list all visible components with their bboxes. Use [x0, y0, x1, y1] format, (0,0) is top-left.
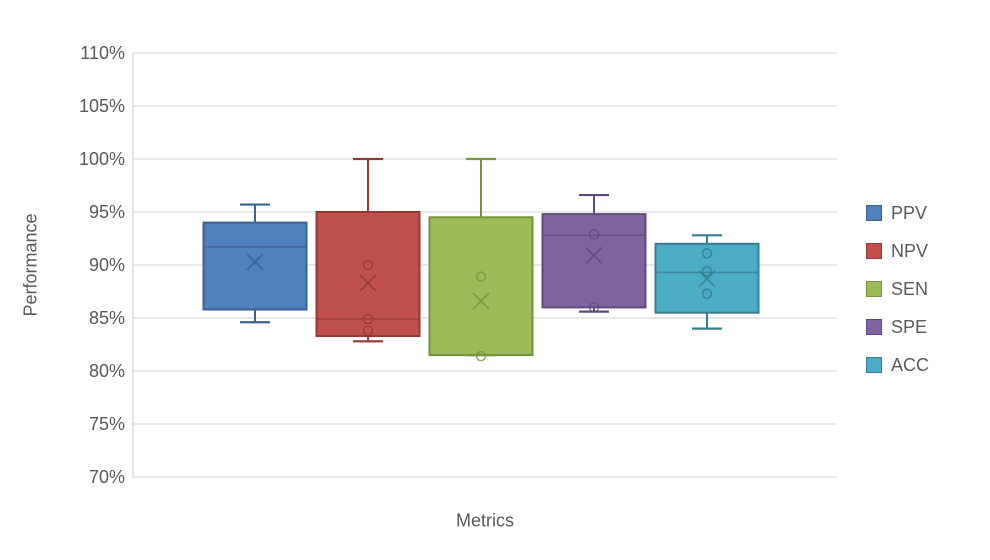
legend-label-ppv: PPV	[891, 203, 928, 223]
y-tick-label: 100%	[79, 149, 125, 169]
box-ppv	[202, 221, 308, 311]
data-point-sen	[475, 271, 487, 282]
data-point-acc	[701, 288, 713, 299]
legend-label-sen: SEN	[891, 279, 929, 299]
mean-marker-acc	[698, 270, 716, 288]
data-point-acc	[701, 266, 713, 277]
data-point-spe	[588, 302, 600, 313]
legend-swatch-spe	[866, 319, 882, 335]
legend-swatch-ppv	[866, 205, 882, 221]
legend-item-sen: SEN	[866, 270, 929, 308]
data-point-spe	[588, 229, 600, 240]
y-tick-label: 85%	[89, 308, 125, 328]
legend-swatch-acc	[866, 357, 882, 373]
legend-item-acc: ACC	[866, 346, 929, 384]
box-spe	[541, 213, 647, 309]
data-point-npv	[362, 313, 374, 325]
mean-marker-ppv	[246, 253, 264, 271]
legend-label-acc: ACC	[891, 355, 930, 375]
data-point-npv	[362, 259, 374, 271]
mean-marker-spe	[585, 246, 603, 265]
legend-item-ppv: PPV	[866, 194, 929, 232]
y-tick-label: 70%	[89, 467, 125, 487]
y-tick-label: 95%	[89, 202, 125, 222]
y-tick-label: 80%	[89, 361, 125, 381]
legend-label-spe: SPE	[891, 317, 928, 337]
legend-item-spe: SPE	[866, 308, 929, 346]
legend-swatch-npv	[866, 243, 882, 259]
legend: PPV NPV SEN SPE ACC	[866, 194, 929, 384]
data-point-acc	[701, 248, 713, 259]
box-sen	[428, 216, 534, 357]
y-tick-label: 110%	[80, 43, 125, 63]
legend-item-npv: NPV	[866, 232, 929, 270]
mean-marker-npv	[359, 274, 377, 292]
data-point-npv	[362, 325, 374, 336]
y-tick-label: 90%	[89, 255, 125, 275]
x-axis-title: Metrics	[456, 510, 514, 531]
data-point-sen	[475, 350, 487, 362]
legend-label-npv: NPV	[891, 241, 929, 261]
y-axis-title: Performance	[20, 213, 41, 317]
legend-swatch-sen	[866, 281, 882, 297]
box-npv	[315, 211, 421, 338]
mean-marker-sen	[472, 292, 490, 310]
y-tick-label: 75%	[89, 414, 125, 434]
y-tick-label: 105%	[79, 96, 125, 116]
